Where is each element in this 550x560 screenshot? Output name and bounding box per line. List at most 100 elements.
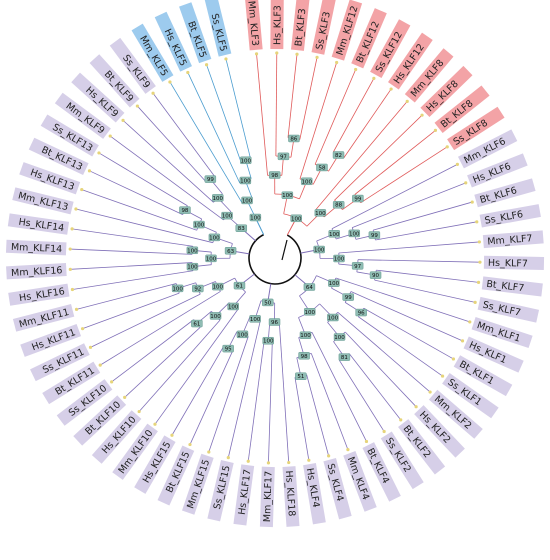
leaf-branch	[300, 62, 337, 178]
leaf-label-group: Mm_KLF16	[6, 263, 67, 279]
bootstrap-value: 100	[194, 221, 205, 229]
leaf-tip	[354, 68, 357, 71]
leaf-label: Bt_KLF4	[364, 447, 391, 486]
leaf-branch	[279, 322, 288, 463]
leaf-tip	[295, 53, 298, 56]
leaf-tip	[461, 339, 464, 342]
leaf-tip	[186, 71, 189, 74]
leaf-label-group: Ss_KLF6	[480, 204, 541, 227]
bootstrap-text: 99	[207, 177, 214, 183]
leaf-tip	[188, 443, 191, 446]
leaf-label: Mm_KLF17	[262, 471, 275, 523]
leaf-branch	[248, 340, 264, 461]
bootstrap-value: 100	[329, 230, 340, 238]
leaf-tip	[170, 434, 173, 437]
bootstrap-text: 92	[194, 287, 201, 293]
bootstrap-text: 100	[237, 332, 248, 338]
bootstrap-text: 58	[318, 165, 325, 171]
leaf-tip	[399, 418, 402, 421]
leaf-label: Hs_KLF7	[488, 258, 528, 270]
leaf-tip	[372, 77, 375, 80]
leaf-tip	[464, 181, 467, 184]
leaf-tip	[390, 87, 393, 90]
bootstrap-text: 100	[291, 216, 302, 222]
bootstrap-text: 100	[334, 335, 345, 341]
leaf-branch	[332, 164, 457, 228]
bootstrap-value: 97	[278, 153, 289, 161]
leaf-tip	[406, 100, 409, 103]
bootstrap-text: 50	[264, 300, 271, 306]
bootstrap-text: 100	[334, 257, 345, 263]
bootstrap-text: 100	[172, 286, 183, 292]
leaf-branch	[295, 377, 309, 460]
bootstrap-text: 99	[354, 197, 361, 203]
leaf-label: Hs_KLF5	[162, 27, 189, 68]
leaf-tip	[123, 396, 126, 399]
leaf-tip	[205, 63, 208, 66]
leaf-branch	[333, 78, 374, 152]
leaf-tip	[468, 320, 471, 323]
leaf-tip	[275, 51, 278, 54]
bootstrap-text: 90	[372, 273, 379, 279]
bootstrap-value: 63	[225, 247, 236, 255]
bootstrap-value: 100	[222, 212, 233, 220]
leaf-label-group: Ss_KLF5	[204, 0, 231, 57]
leaf-branch	[170, 82, 242, 203]
bootstrap-value: 61	[191, 320, 202, 328]
leaf-label: Hs_KLF4	[304, 467, 321, 508]
leaf-tip	[446, 145, 449, 148]
bootstrap-text: 95	[225, 347, 232, 353]
bootstrap-text: 100	[315, 211, 326, 217]
leaf-tip	[224, 57, 227, 60]
bootstrap-value: 100	[304, 308, 315, 316]
leaf-label: Hs_KLF18	[283, 470, 297, 517]
bootstrap-text: 98	[181, 208, 188, 214]
leaf-branch	[190, 351, 233, 445]
leaf-tip	[441, 374, 444, 377]
leaf-tip	[456, 163, 459, 166]
leaf-branch	[137, 106, 206, 182]
bootstrap-text: 100	[241, 158, 252, 164]
bootstrap-value: 100	[328, 280, 339, 288]
leaf-label: Mm_KLF16	[11, 265, 63, 279]
leaf-label: Ss_KLF6	[484, 209, 524, 227]
bootstrap-value: 81	[339, 354, 350, 362]
bootstrap-value: 64	[304, 284, 315, 292]
bootstrap-text: 61	[236, 284, 243, 290]
leaf-branch	[300, 57, 317, 139]
leaf-tip	[327, 454, 330, 457]
bootstrap-layer: 8697988258100100998810010099100100909710…	[172, 135, 381, 380]
bootstrap-value: 98	[179, 207, 190, 215]
bootstrap-text: 83	[238, 226, 245, 232]
leaf-branch	[335, 115, 423, 200]
bootstrap-value: 98	[269, 172, 280, 180]
bootstrap-text: 100	[210, 314, 221, 320]
leaf-branch	[307, 375, 329, 456]
leaf-branch	[373, 202, 472, 230]
leaf-label: Ss_KLF3	[314, 11, 333, 51]
bootstrap-value: 82	[333, 152, 344, 160]
bootstrap-value: 96	[356, 309, 367, 317]
bootstrap-value: 100	[212, 283, 223, 291]
leaf-tip	[255, 52, 258, 55]
bootstrap-text: 99	[345, 295, 352, 301]
leaf-tip	[109, 134, 112, 137]
leaf-tip	[121, 119, 124, 122]
leaf-branch	[358, 317, 442, 376]
leaf-tip	[478, 261, 481, 264]
leaf-tip	[138, 410, 141, 413]
leaf-label-group: Ss_KLF3	[311, 0, 336, 55]
bootstrap-text: 96	[358, 311, 365, 317]
leaf-label-group: Ss_KLF4	[323, 458, 351, 519]
leaf-tip	[335, 61, 338, 64]
leaf-branch	[100, 291, 220, 365]
leaf-label: Mm_KLF15	[185, 458, 212, 510]
leaf-branch	[77, 284, 177, 310]
bootstrap-value: 100	[315, 209, 326, 217]
leaf-tip	[89, 346, 92, 349]
bootstrap-text: 100	[304, 310, 315, 316]
root-arc	[249, 235, 301, 284]
leaf-branch	[339, 242, 480, 253]
leaf-label-group: Hs_KLF18	[282, 466, 299, 527]
